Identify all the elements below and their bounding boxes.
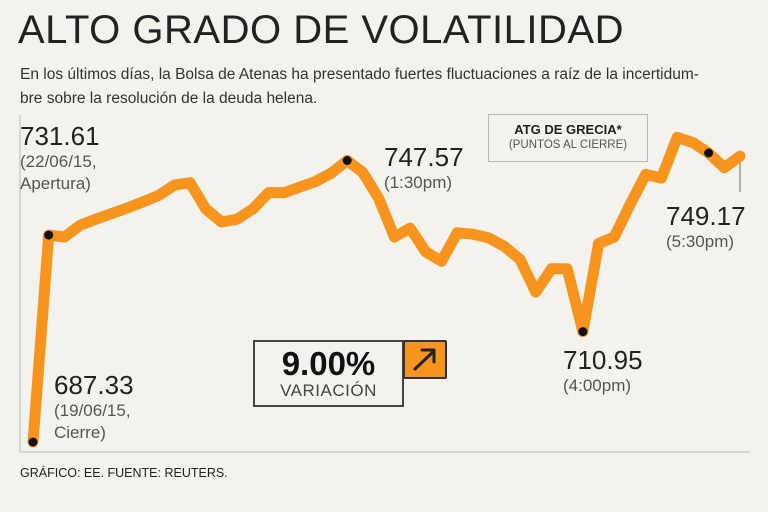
annotation-open: 731.61 (22/06/15, Apertura) [20, 121, 100, 195]
legend-box: ATG DE GRECIA* (PUNTOS AL CIERRE) [488, 114, 648, 162]
subtitle-line-2: bre sobre la resolución de la deuda hele… [20, 90, 318, 107]
legend-subtitle: (PUNTOS AL CIERRE) [508, 139, 628, 151]
annotation-time: (5:30pm) [666, 232, 735, 251]
arrow-up-right-icon [403, 340, 447, 379]
annotation-1330: 747.57 (1:30pm) [384, 142, 464, 194]
annotation-close: 687.33 (19/06/15, Cierre) [54, 370, 134, 444]
annotation-value: 747.57 [384, 142, 464, 172]
legend-title: ATG DE GRECIA* [514, 122, 622, 137]
data-point-marker [704, 148, 714, 158]
annotation-type: Apertura) [20, 174, 91, 193]
annotation-date: (19/06/15, [54, 401, 131, 420]
data-point-marker [342, 156, 352, 165]
annotation-value: 710.95 [563, 345, 643, 375]
data-point-marker [578, 327, 588, 337]
annotation-value: 731.61 [20, 121, 100, 151]
variation-box: 9.00% VARIACIÓN [253, 340, 404, 407]
data-point-marker [44, 230, 54, 240]
chart-subtitle: En los últimos días, la Bolsa de Atenas … [20, 63, 760, 111]
variation-label: VARIACIÓN [280, 381, 377, 400]
annotation-time: (1:30pm) [384, 173, 453, 192]
annotation-type: Cierre) [54, 423, 106, 442]
annotation-value: 687.33 [54, 370, 134, 400]
annotation-time: (4:00pm) [563, 376, 632, 395]
annotation-1730: 749.17 (5:30pm) [666, 201, 746, 253]
data-point-marker [28, 437, 38, 447]
annotation-1600: 710.95 (4:00pm) [563, 345, 643, 397]
variation-value: 9.00% [281, 345, 376, 382]
annotation-date: (22/06/15, [20, 152, 97, 171]
source-footer: GRÁFICO: EE. FUENTE: REUTERS. [20, 466, 228, 480]
series-line-atg [27, 131, 746, 448]
chart-title: ALTO GRADO DE VOLATILIDAD [18, 8, 624, 52]
annotation-value: 749.17 [666, 201, 746, 231]
subtitle-line-1: En los últimos días, la Bolsa de Atenas … [20, 66, 699, 83]
